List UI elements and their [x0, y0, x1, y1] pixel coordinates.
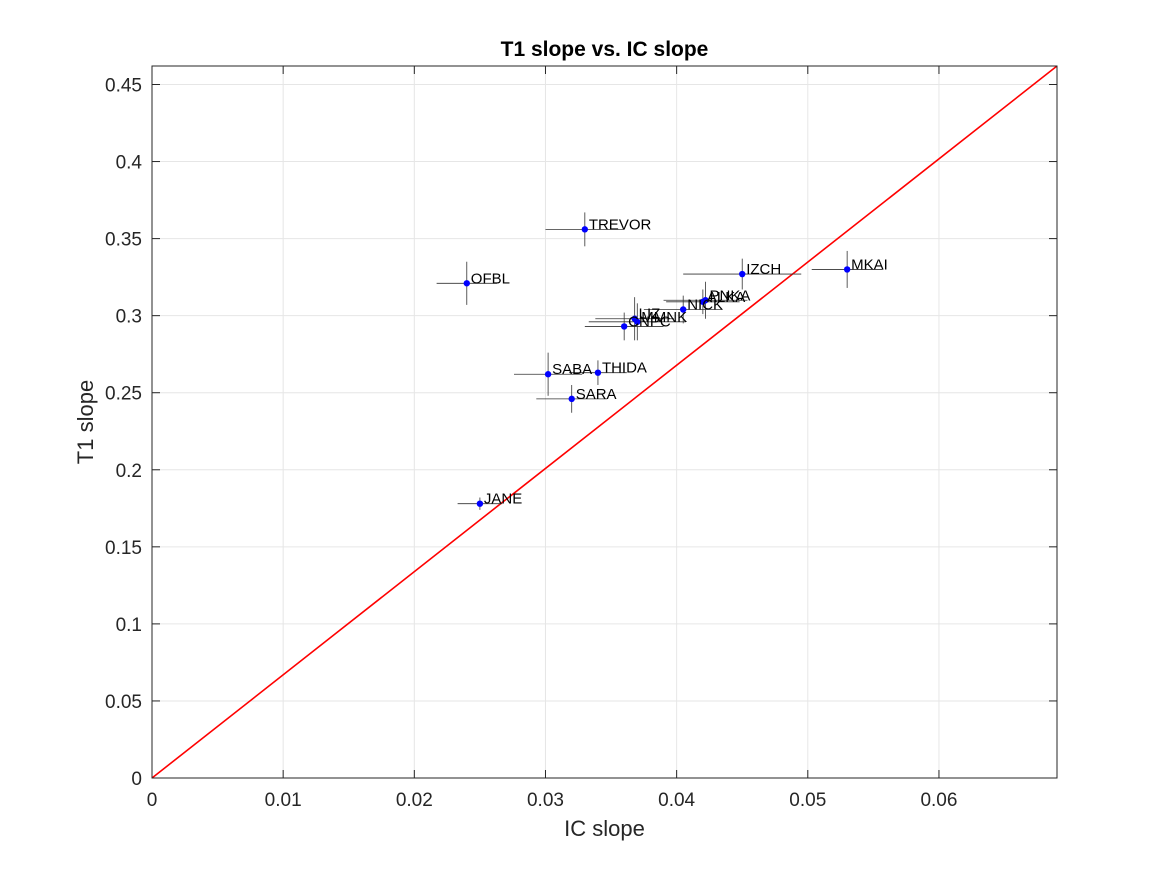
point-label: LIZ [639, 306, 661, 323]
data-point [699, 298, 707, 305]
point-label: TREVOR [589, 216, 652, 233]
y-tick-label: 0.4 [116, 153, 143, 174]
grid [152, 66, 1057, 778]
y-axis-label: T1 slope [73, 380, 98, 464]
axes-box [151, 65, 1058, 779]
data-point [620, 323, 628, 330]
y-tick-label: 0.45 [105, 75, 142, 96]
y-tick-label: 0.3 [116, 307, 142, 328]
y-tick-label: 0.05 [105, 692, 142, 713]
x-tick-label: 0.01 [265, 790, 302, 811]
y-tick-label: 0 [131, 769, 142, 790]
identity-line-layer [151, 65, 1058, 779]
x-tick-label: 0.02 [396, 790, 433, 811]
data-point [476, 500, 484, 507]
point-label: IZCH [746, 261, 781, 278]
point-label: THIDA [602, 360, 647, 377]
point-label: OFBL [471, 270, 510, 287]
data-point [634, 318, 641, 326]
point-label: PNKA [709, 287, 750, 304]
identity-line [151, 65, 1058, 779]
chart-title: T1 slope vs. IC slope [501, 38, 709, 61]
point-label: CNPC [628, 313, 671, 330]
x-tick-label: 0.06 [920, 790, 957, 811]
y-tick-label: 0.35 [105, 230, 142, 251]
point-label: JANE [484, 491, 522, 508]
point-label: MKAI [851, 256, 888, 273]
data-points [463, 226, 851, 507]
data-point [679, 306, 687, 313]
x-tick-label: 0 [147, 790, 158, 811]
x-tick-label: 0.04 [658, 790, 695, 811]
error-bars [436, 212, 883, 510]
y-tick-label: 0.2 [116, 461, 142, 482]
data-point [739, 270, 746, 278]
y-tick-label: 0.25 [105, 384, 142, 405]
point-label: ALKA [707, 289, 745, 306]
data-point [568, 395, 575, 403]
data-point [463, 280, 470, 287]
point-label: NICK [687, 296, 723, 313]
point-label: SARA [576, 386, 617, 403]
axis-ticks: 0 0.01 0.02 0.03 0.04 0.05 0.06 0 0.05 0.1 0.15 0.2… [105, 66, 1057, 811]
data-point [544, 371, 552, 378]
data-point [594, 369, 602, 376]
y-tick-label: 0.15 [105, 538, 142, 559]
data-point [581, 226, 589, 233]
x-tick-label: 0.05 [789, 790, 826, 811]
point-label: MMNK [641, 309, 687, 326]
point-label: SABA [552, 361, 592, 378]
x-tick-label: 0.03 [527, 790, 564, 811]
y-tick-label: 0.1 [116, 615, 142, 636]
x-axis-label: IC slope [564, 816, 645, 841]
data-point [843, 266, 851, 273]
